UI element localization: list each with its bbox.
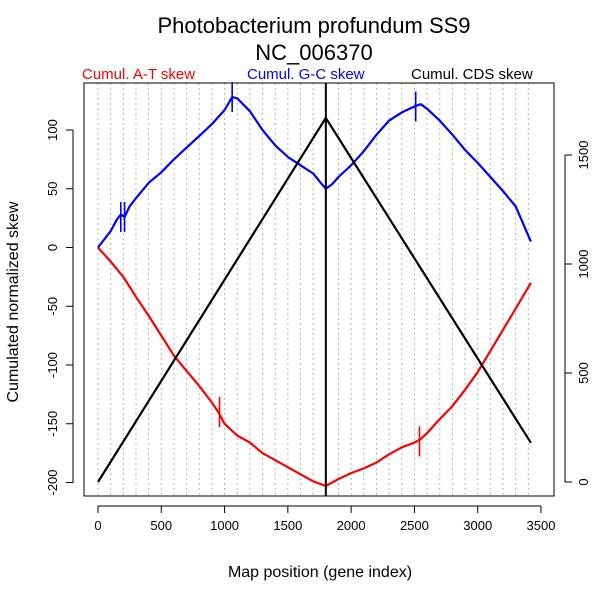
y-tick-label-left: 100 [45,119,60,141]
y-tick-label-left: 0 [45,244,60,251]
x-tick-label: 2000 [337,518,366,533]
x-axis-label: Map position (gene index) [228,564,412,581]
chart-title: Photobacterium profundum SS9 [157,13,470,38]
y-tick-label-right: 500 [576,362,591,384]
x-tick-label: 2500 [400,518,429,533]
cumul-cds-skew-line [97,116,532,483]
y-axis-label: Cumulated normalized skew [5,201,22,402]
y-tick-label-left: 50 [45,182,60,196]
series-layer [97,83,532,496]
cumul-g-c-skew-line [97,95,532,249]
plot-frame [83,82,555,497]
y-tick-label-right: 0 [576,478,591,485]
x-tick-label: 1000 [210,518,239,533]
x-axis: 0 500 1000 1500 2000 2500 3000 3500 [94,505,556,533]
y-tick-label-left: -200 [45,469,60,495]
x-tick-label: 3000 [463,518,492,533]
legend-gc-skew: Cumul. G-C skew [247,66,365,83]
grid-lines [97,83,529,496]
legend-cds-skew: Cumul. CDS skew [411,66,533,83]
y-axis-right: 0 500 1000 1500 [564,141,591,486]
x-tick-label: 0 [94,518,101,533]
y-tick-label-left: -150 [45,411,60,437]
y-tick-label-right: 1000 [576,250,591,279]
chart-subtitle: NC_006370 [255,40,372,65]
marker-layer [119,82,421,457]
y-tick-label-right: 1500 [576,141,591,170]
legend-at-skew: Cumul. A-T skew [82,66,195,83]
cumul-a-t-skew-line [97,246,532,488]
x-tick-label: 1500 [273,518,302,533]
y-axis-left: -200 -150 -100 -50 0 50 100 [45,119,74,496]
y-tick-label-left: -100 [45,352,60,378]
y-tick-label-left: -50 [45,297,60,316]
x-tick-label: 3500 [527,518,556,533]
x-tick-label: 500 [150,518,172,533]
